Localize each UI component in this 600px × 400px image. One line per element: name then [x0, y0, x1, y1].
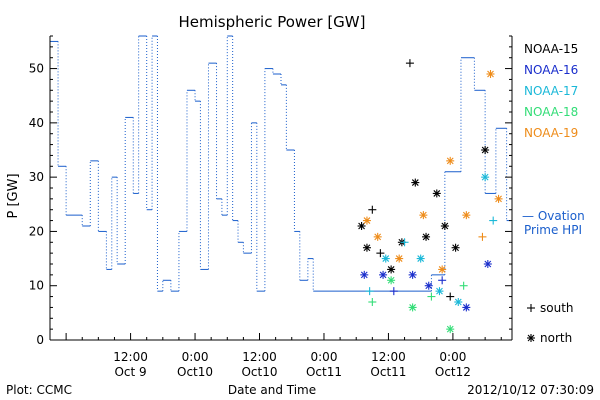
legend: NOAA-15 NOAA-16 NOAA-17 NOAA-18 NOAA-19 — Ova… — [522, 42, 585, 345]
x-tick-label-date: Oct11 — [306, 365, 342, 379]
y-tick-label: 30 — [29, 170, 44, 184]
data-point-noaa-18 — [368, 298, 377, 306]
legend-noaa-17: NOAA-17 — [524, 84, 578, 98]
data-point-noaa-19 — [395, 254, 404, 263]
data-point-noaa-17 — [365, 287, 374, 296]
x-tick-label-time: 0:00 — [182, 350, 209, 364]
data-point-noaa-15 — [446, 292, 455, 301]
x-tick-label-date: Oct10 — [177, 365, 213, 379]
data-point-noaa-15 — [422, 232, 431, 241]
data-point-noaa-15 — [432, 189, 441, 198]
data-point-noaa-17 — [400, 238, 409, 247]
legend-ovation-line1: — Ovation — [522, 209, 585, 223]
data-point-noaa-17 — [381, 254, 390, 263]
data-point-noaa-15 — [451, 243, 460, 252]
data-point-noaa-16 — [438, 276, 447, 285]
y-tick-label: 40 — [29, 116, 44, 130]
data-point-noaa-18 — [459, 281, 468, 290]
data-point-noaa-16 — [462, 303, 471, 312]
data-point-noaa-15 — [376, 249, 385, 258]
data-point-noaa-16 — [424, 281, 433, 290]
data-point-noaa-15 — [411, 178, 420, 187]
data-point-noaa-15 — [405, 59, 414, 68]
data-point-noaa-15 — [387, 265, 396, 274]
data-point-noaa-15 — [357, 222, 366, 230]
data-point-noaa-19 — [438, 265, 447, 274]
x-tick-label-date: Oct12 — [435, 365, 471, 379]
data-point-noaa-17 — [416, 254, 425, 263]
legend-marker-south: south — [540, 301, 574, 315]
data-point-noaa-15 — [362, 243, 371, 252]
x-axis-label: Date and Time — [228, 383, 316, 397]
data-point-noaa-18 — [408, 303, 417, 312]
data-point-noaa-19 — [419, 211, 428, 220]
chart-title: Hemispheric Power [GW] — [179, 13, 366, 31]
legend-marker-south-icon — [527, 304, 535, 312]
data-point-noaa-19 — [478, 232, 487, 241]
data-point-noaa-17 — [481, 173, 490, 182]
data-point-noaa-19 — [462, 211, 471, 220]
legend-noaa-19: NOAA-19 — [524, 126, 578, 140]
x-tick-label-date: Oct 9 — [114, 365, 146, 379]
data-point-noaa-16 — [389, 287, 398, 296]
x-tick-label-time: 0:00 — [439, 350, 466, 364]
data-point-noaa-17 — [435, 287, 444, 296]
y-tick-label: 20 — [29, 224, 44, 238]
x-tick-label-time: 0:00 — [311, 350, 338, 364]
data-point-noaa-16 — [408, 270, 417, 279]
plot-credit: Plot: CCMC — [6, 383, 72, 397]
data-point-noaa-15 — [440, 222, 449, 230]
plot-timestamp: 2012/10/12 07:30:09 — [467, 383, 594, 397]
data-point-noaa-19 — [494, 194, 503, 203]
data-point-noaa-18 — [387, 276, 396, 285]
x-tick-label-date: Oct11 — [370, 365, 406, 379]
data-point-noaa-15 — [368, 205, 377, 214]
y-tick-label: 0 — [36, 333, 44, 347]
legend-ovation-line2: Prime HPI — [524, 223, 582, 237]
ovation-hpi-series — [50, 35, 511, 292]
x-tick-label-time: 12:00 — [242, 350, 277, 364]
x-tick-label-date: Oct10 — [241, 365, 277, 379]
data-point-noaa-16 — [379, 270, 388, 279]
legend-noaa-16: NOAA-16 — [524, 63, 578, 77]
data-point-noaa-18 — [427, 292, 436, 301]
data-point-noaa-17 — [454, 298, 463, 306]
data-point-noaa-19 — [362, 216, 371, 225]
legend-noaa-15: NOAA-15 — [524, 42, 578, 56]
data-point-noaa-16 — [483, 260, 492, 268]
data-point-noaa-18 — [446, 325, 455, 334]
satellite-points — [357, 59, 503, 334]
legend-marker-north: north — [540, 331, 572, 345]
legend-marker-north-icon — [527, 334, 535, 342]
data-point-noaa-19 — [446, 156, 455, 165]
x-tick-label-time: 12:00 — [371, 350, 406, 364]
y-axis-label: P [GW] — [6, 173, 21, 218]
data-point-noaa-17 — [489, 216, 498, 225]
data-point-noaa-16 — [360, 270, 369, 279]
data-point-noaa-15 — [481, 146, 490, 154]
x-tick-label-time: 12:00 — [113, 350, 148, 364]
data-point-noaa-19 — [486, 70, 495, 78]
y-tick-label: 50 — [29, 62, 44, 76]
y-tick-label: 10 — [29, 279, 44, 293]
data-point-noaa-19 — [373, 232, 382, 241]
legend-noaa-18: NOAA-18 — [524, 105, 578, 119]
